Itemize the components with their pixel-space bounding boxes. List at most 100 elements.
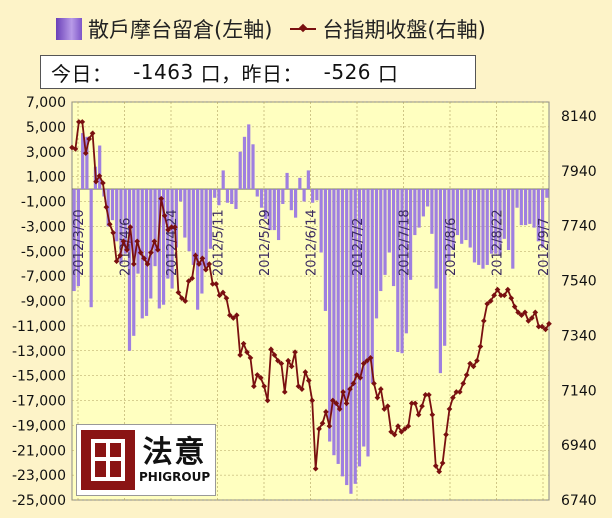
line-point — [450, 394, 456, 401]
line-point — [460, 380, 467, 387]
left-tick-label: -11,000 — [12, 319, 66, 335]
line-point — [542, 326, 549, 333]
line-point — [429, 411, 436, 418]
line-point — [106, 221, 113, 228]
line-point — [285, 357, 292, 364]
logo: 法意 PHIGROUP — [76, 424, 216, 496]
line-point — [161, 212, 168, 219]
legend-item-bar: 散戶摩台留倉(左軸) — [56, 14, 272, 44]
bar — [426, 189, 430, 207]
bar — [541, 189, 545, 248]
x-tick-label: 2012/5/29 — [258, 209, 273, 276]
today-value: -1463 — [133, 60, 194, 84]
bar — [234, 189, 238, 209]
line-point — [443, 431, 449, 438]
line-point — [336, 406, 343, 412]
logo-name-cn: 法意 — [142, 435, 207, 470]
line-point — [446, 406, 453, 412]
line-point — [539, 323, 545, 330]
logo-mark-icon — [81, 430, 135, 490]
bar — [455, 189, 460, 236]
bar — [298, 177, 302, 190]
bar — [281, 189, 285, 204]
left-tick-label: -21,000 — [12, 443, 66, 459]
line-point — [220, 289, 226, 296]
line-point — [504, 286, 511, 293]
line-point — [72, 146, 79, 152]
line-point — [292, 349, 298, 355]
right-tick-label: 6940 — [561, 438, 597, 454]
line-point — [491, 292, 497, 299]
line-point — [474, 357, 480, 364]
line-point — [405, 423, 412, 429]
logo-name-en: PHIGROUP — [139, 470, 211, 484]
line-point — [498, 292, 504, 299]
bar — [430, 189, 434, 234]
left-tick-label: -25,000 — [12, 493, 66, 509]
bar — [217, 189, 221, 206]
bar — [464, 189, 468, 241]
line-point — [82, 150, 89, 156]
line-point — [518, 312, 525, 319]
line-point — [326, 423, 333, 429]
line-point — [398, 428, 405, 435]
left-tick-label: 7,000 — [26, 95, 66, 111]
left-tick-label: -1,000 — [21, 195, 66, 211]
line-point — [312, 465, 319, 472]
bar — [417, 189, 421, 228]
bar — [272, 189, 276, 231]
line-point — [367, 355, 374, 361]
line-point — [230, 315, 237, 321]
bar — [200, 189, 204, 294]
bar — [174, 189, 178, 248]
bar — [123, 189, 127, 254]
bar — [149, 189, 153, 299]
line-point — [295, 383, 302, 390]
line-point — [196, 261, 202, 267]
bar — [85, 136, 89, 190]
line-point — [343, 400, 350, 407]
line-point — [89, 130, 96, 137]
line-point — [154, 247, 161, 253]
line-point — [144, 261, 151, 267]
bar — [115, 189, 119, 242]
bar — [374, 189, 379, 319]
line-point — [384, 403, 391, 410]
line-point — [254, 372, 261, 378]
bar — [345, 189, 349, 486]
line-point — [223, 295, 230, 301]
line-point — [275, 357, 281, 364]
line-point — [185, 278, 192, 284]
left-tick-label: -5,000 — [21, 244, 66, 260]
left-tick-label: -3,000 — [21, 219, 66, 235]
bar — [506, 189, 511, 251]
bar — [519, 189, 523, 226]
bar — [166, 189, 170, 279]
bar — [136, 189, 140, 274]
line-point — [268, 346, 274, 353]
line-point — [165, 227, 171, 233]
today-label: 今日： — [51, 61, 113, 86]
line-point — [381, 406, 388, 412]
bar — [362, 189, 366, 447]
line-point — [371, 380, 377, 387]
bar — [170, 189, 174, 289]
bar-swatch-icon — [56, 18, 82, 40]
line-point — [192, 252, 199, 259]
bar — [328, 189, 332, 442]
bar — [306, 170, 310, 190]
right-tick-label: 7740 — [561, 219, 597, 235]
line-point — [439, 460, 446, 466]
line-point — [261, 383, 268, 390]
line-point — [199, 255, 206, 262]
line-point — [182, 298, 189, 304]
line-point — [508, 295, 515, 301]
x-tick-label: 2012/5/11 — [212, 209, 227, 276]
bar — [460, 189, 464, 244]
x-tick-label: 2012/7/18 — [398, 209, 413, 276]
bar — [489, 189, 494, 254]
bar — [127, 189, 132, 351]
line-point — [388, 428, 394, 435]
bar — [545, 189, 549, 198]
line-point — [333, 400, 340, 407]
